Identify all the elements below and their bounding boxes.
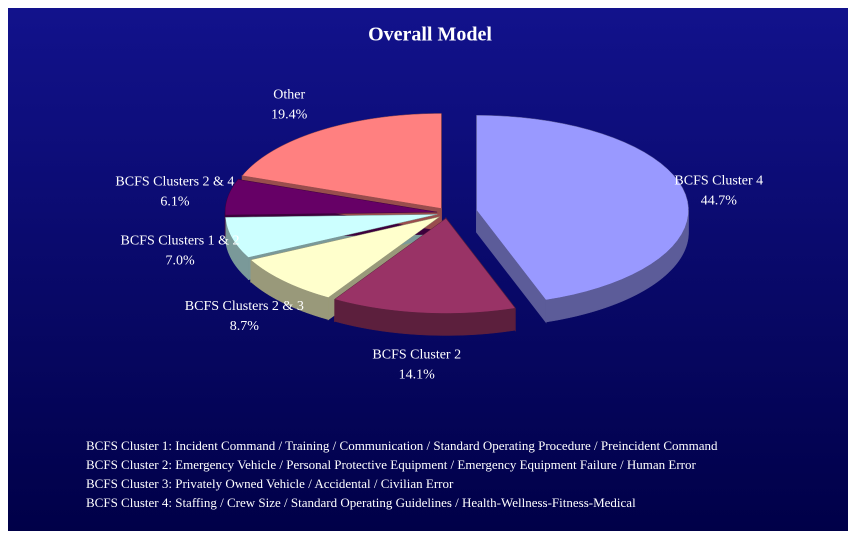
slice-label: BCFS Clusters 2 & 4 bbox=[115, 174, 234, 189]
slice-value-label: 8.7% bbox=[230, 319, 260, 334]
legend-note: BCFS Cluster 2: Emergency Vehicle / Pers… bbox=[86, 457, 696, 472]
pie-slice bbox=[224, 179, 438, 216]
chart-title: Overall Model bbox=[368, 24, 492, 46]
legend-note: BCFS Cluster 1: Incident Command / Train… bbox=[86, 438, 718, 453]
pie-slice bbox=[250, 216, 440, 298]
pie-slice bbox=[225, 214, 438, 258]
slice-label: BCFS Cluster 4 bbox=[674, 173, 763, 188]
slice-value-label: 19.4% bbox=[271, 108, 308, 123]
pie-slice bbox=[241, 113, 442, 209]
slice-label: BCFS Cluster 2 bbox=[372, 347, 461, 362]
slice-label: Other bbox=[273, 88, 305, 103]
slice-value-label: 44.7% bbox=[701, 193, 738, 208]
slice-label: BCFS Clusters 2 & 3 bbox=[185, 299, 304, 314]
slice-value-label: 7.0% bbox=[165, 253, 195, 268]
slice-label: BCFS Clusters 1 & 2 bbox=[121, 233, 240, 248]
legend-note: BCFS Cluster 4: Staffing / Crew Size / S… bbox=[86, 495, 636, 510]
legend-note: BCFS Cluster 3: Privately Owned Vehicle … bbox=[86, 476, 454, 491]
slice-value-label: 14.1% bbox=[399, 367, 436, 382]
pie-slice bbox=[333, 218, 516, 314]
pie-slice bbox=[476, 115, 689, 301]
slice-value-label: 6.1% bbox=[160, 194, 190, 209]
